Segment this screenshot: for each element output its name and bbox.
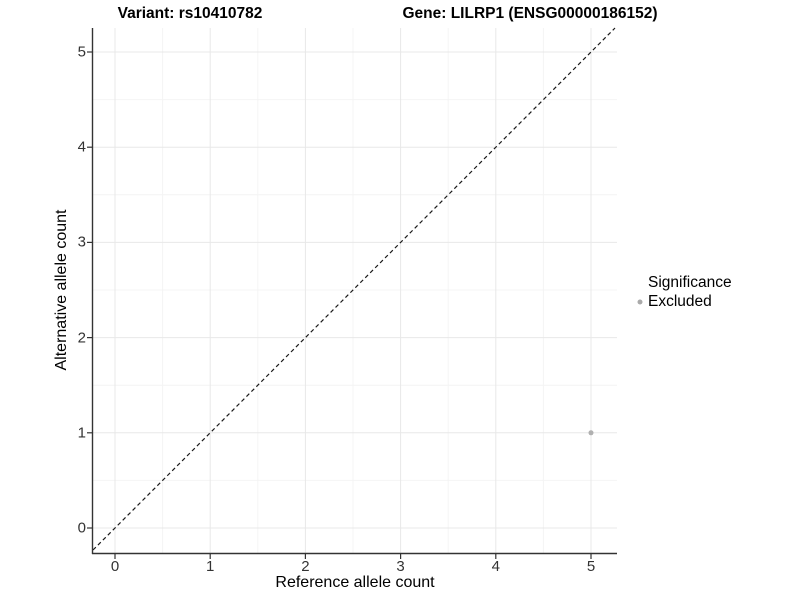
x-axis-title: Reference allele count	[275, 574, 435, 591]
x-tick-label: 3	[396, 558, 405, 575]
y-tick-label: 5	[77, 43, 86, 61]
x-tick-label: 1	[206, 558, 215, 575]
legend-key	[633, 295, 646, 308]
excluded-point-icon	[637, 299, 642, 304]
x-tick-label: 0	[110, 558, 120, 575]
y-tick-label: 0	[77, 519, 86, 537]
legend-item-excluded: Excluded	[633, 292, 732, 311]
y-tick-label: 1	[77, 424, 86, 442]
legend: Significance Excluded	[633, 273, 732, 311]
legend-item-label: Excluded	[648, 292, 712, 310]
x-tick-label: 5	[586, 558, 596, 575]
y-tick-label: 4	[77, 138, 86, 156]
plot-title-variant: Variant: rs10410782	[117, 5, 263, 22]
plot-title-gene: Gene: LILRP1 (ENSG00000186152)	[402, 5, 658, 22]
y-tick-label: 3	[77, 233, 86, 251]
legend-title: Significance	[648, 274, 732, 291]
x-tick-label: 2	[301, 558, 310, 575]
data-point	[588, 430, 594, 436]
identity-line	[92, 27, 616, 551]
y-tick-label: 2	[77, 329, 86, 347]
x-tick-label: 4	[491, 558, 500, 575]
